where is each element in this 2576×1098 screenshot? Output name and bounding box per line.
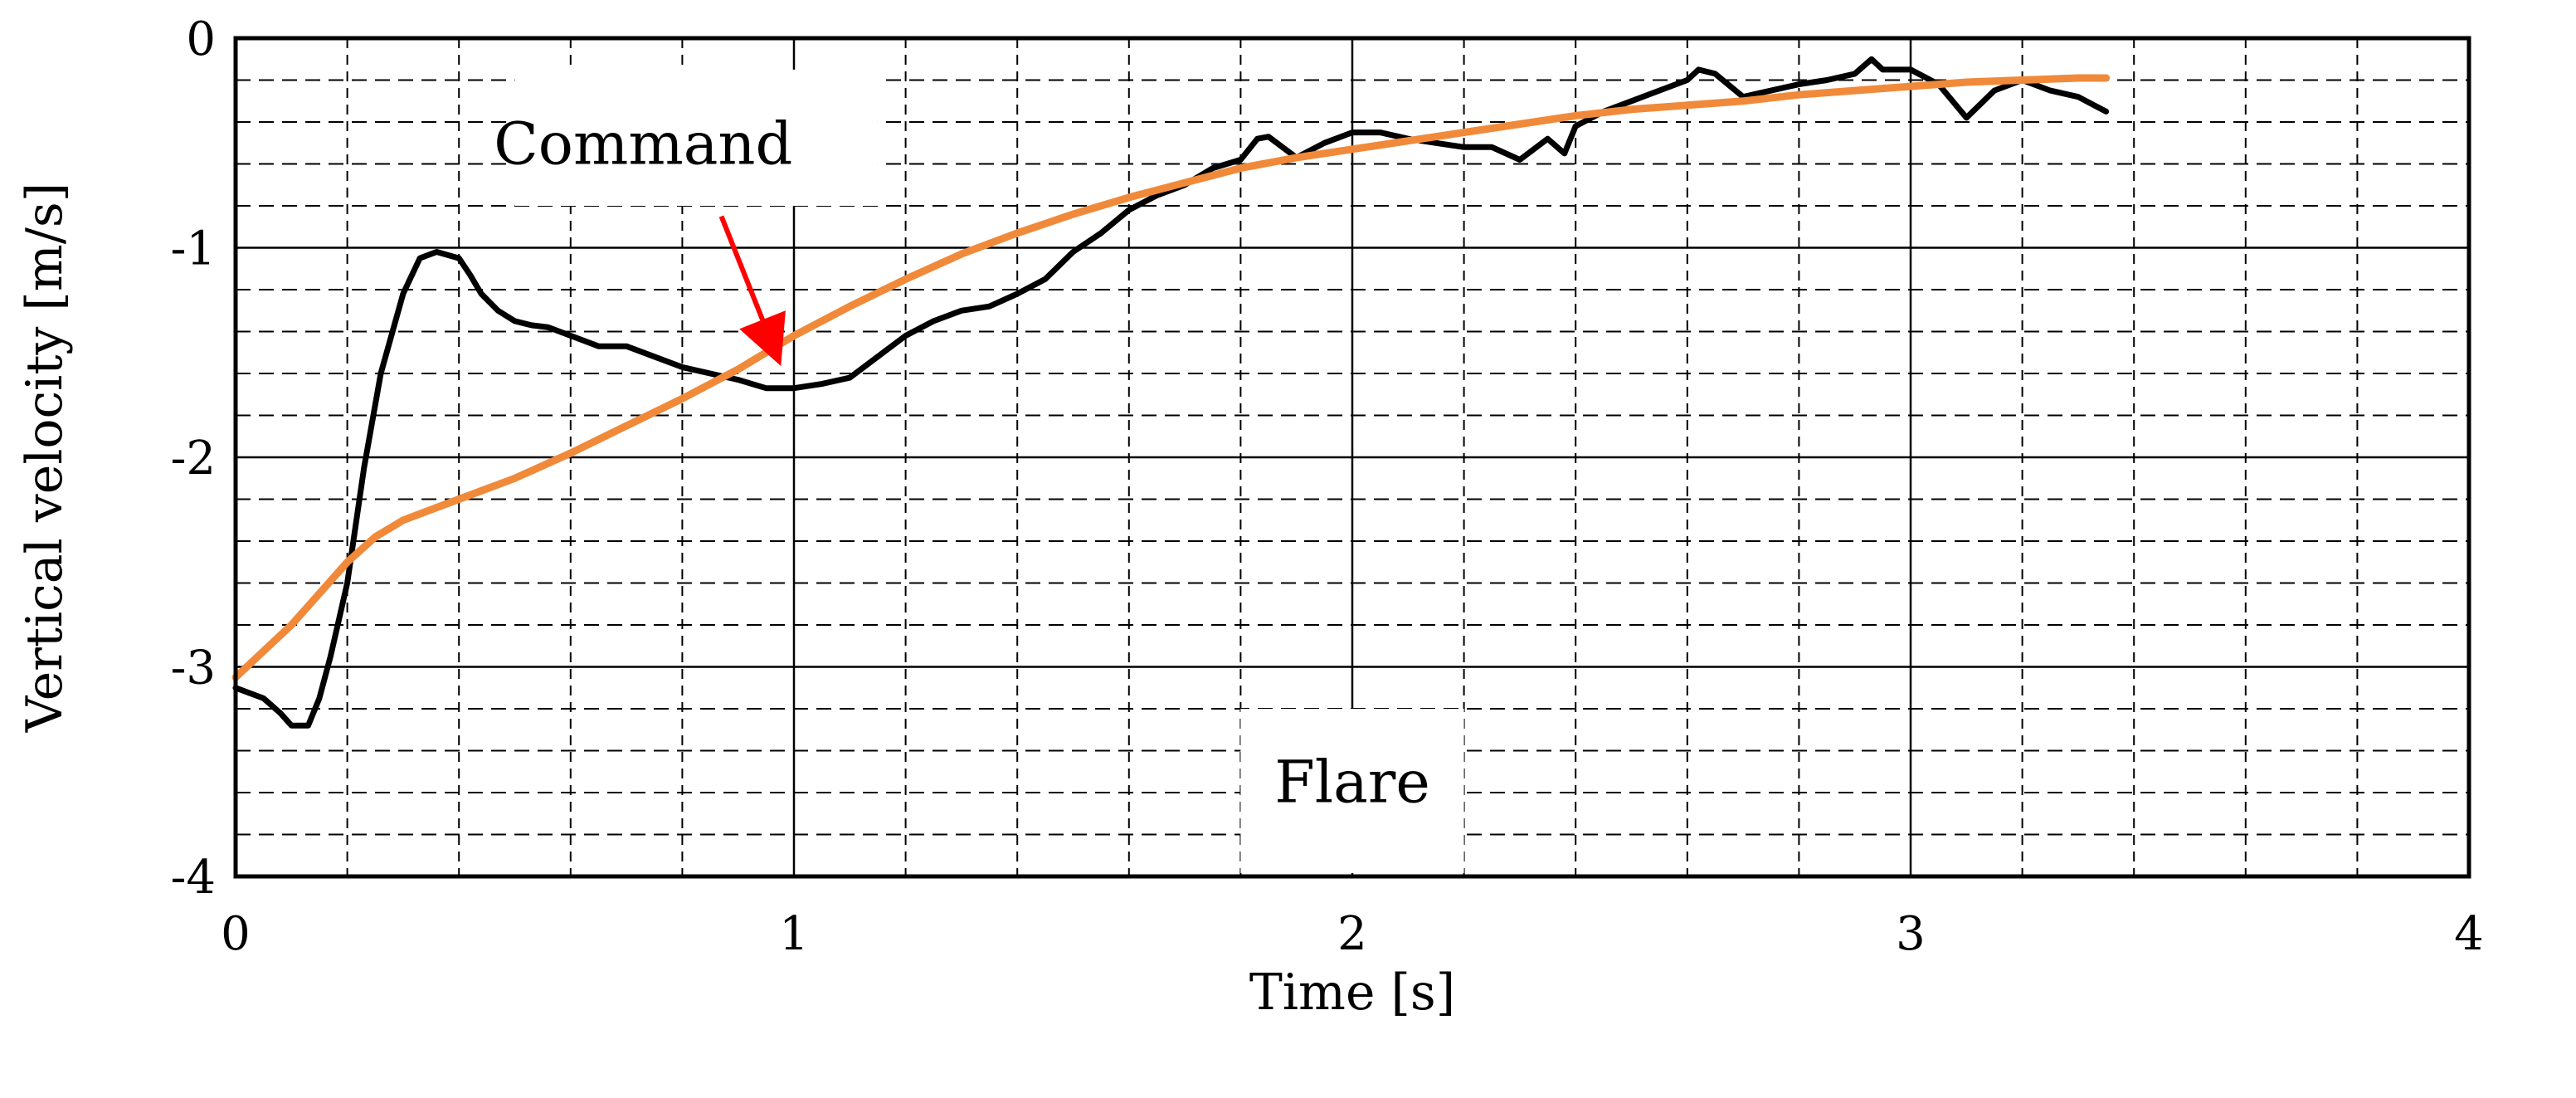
plot-frame xyxy=(233,36,2471,879)
y-tick-label: -2 xyxy=(170,432,216,486)
x-axis-title: Time [s] xyxy=(1249,964,1455,1022)
y-tick-label: -3 xyxy=(170,642,216,695)
measured-velocity-line xyxy=(232,56,2110,729)
x-tick-label: 3 xyxy=(1896,907,1926,961)
grid xyxy=(234,37,2471,878)
series-group xyxy=(231,56,2111,729)
y-tick-label: -1 xyxy=(170,222,216,276)
command-label-background xyxy=(514,69,878,206)
x-tick-label: 2 xyxy=(1337,907,1367,961)
y-tick-label: -4 xyxy=(170,851,216,905)
y-axis-title: Vertical velocity [m/s] xyxy=(16,183,74,733)
annotations: Command Flare xyxy=(494,110,1430,817)
x-tick-label: 0 xyxy=(221,907,251,961)
x-tick-label: 1 xyxy=(779,907,809,961)
command-velocity-line xyxy=(231,74,2111,681)
tick-labels: 0 1 2 3 4 0 -1 -2 -3 -4 xyxy=(170,12,2483,961)
command-arrow xyxy=(718,215,786,366)
x-tick-label: 4 xyxy=(2454,907,2484,961)
y-tick-label: 0 xyxy=(186,12,216,66)
command-label: Command xyxy=(494,110,792,178)
flare-label-background xyxy=(1240,709,1464,873)
flare-label: Flare xyxy=(1274,748,1430,816)
